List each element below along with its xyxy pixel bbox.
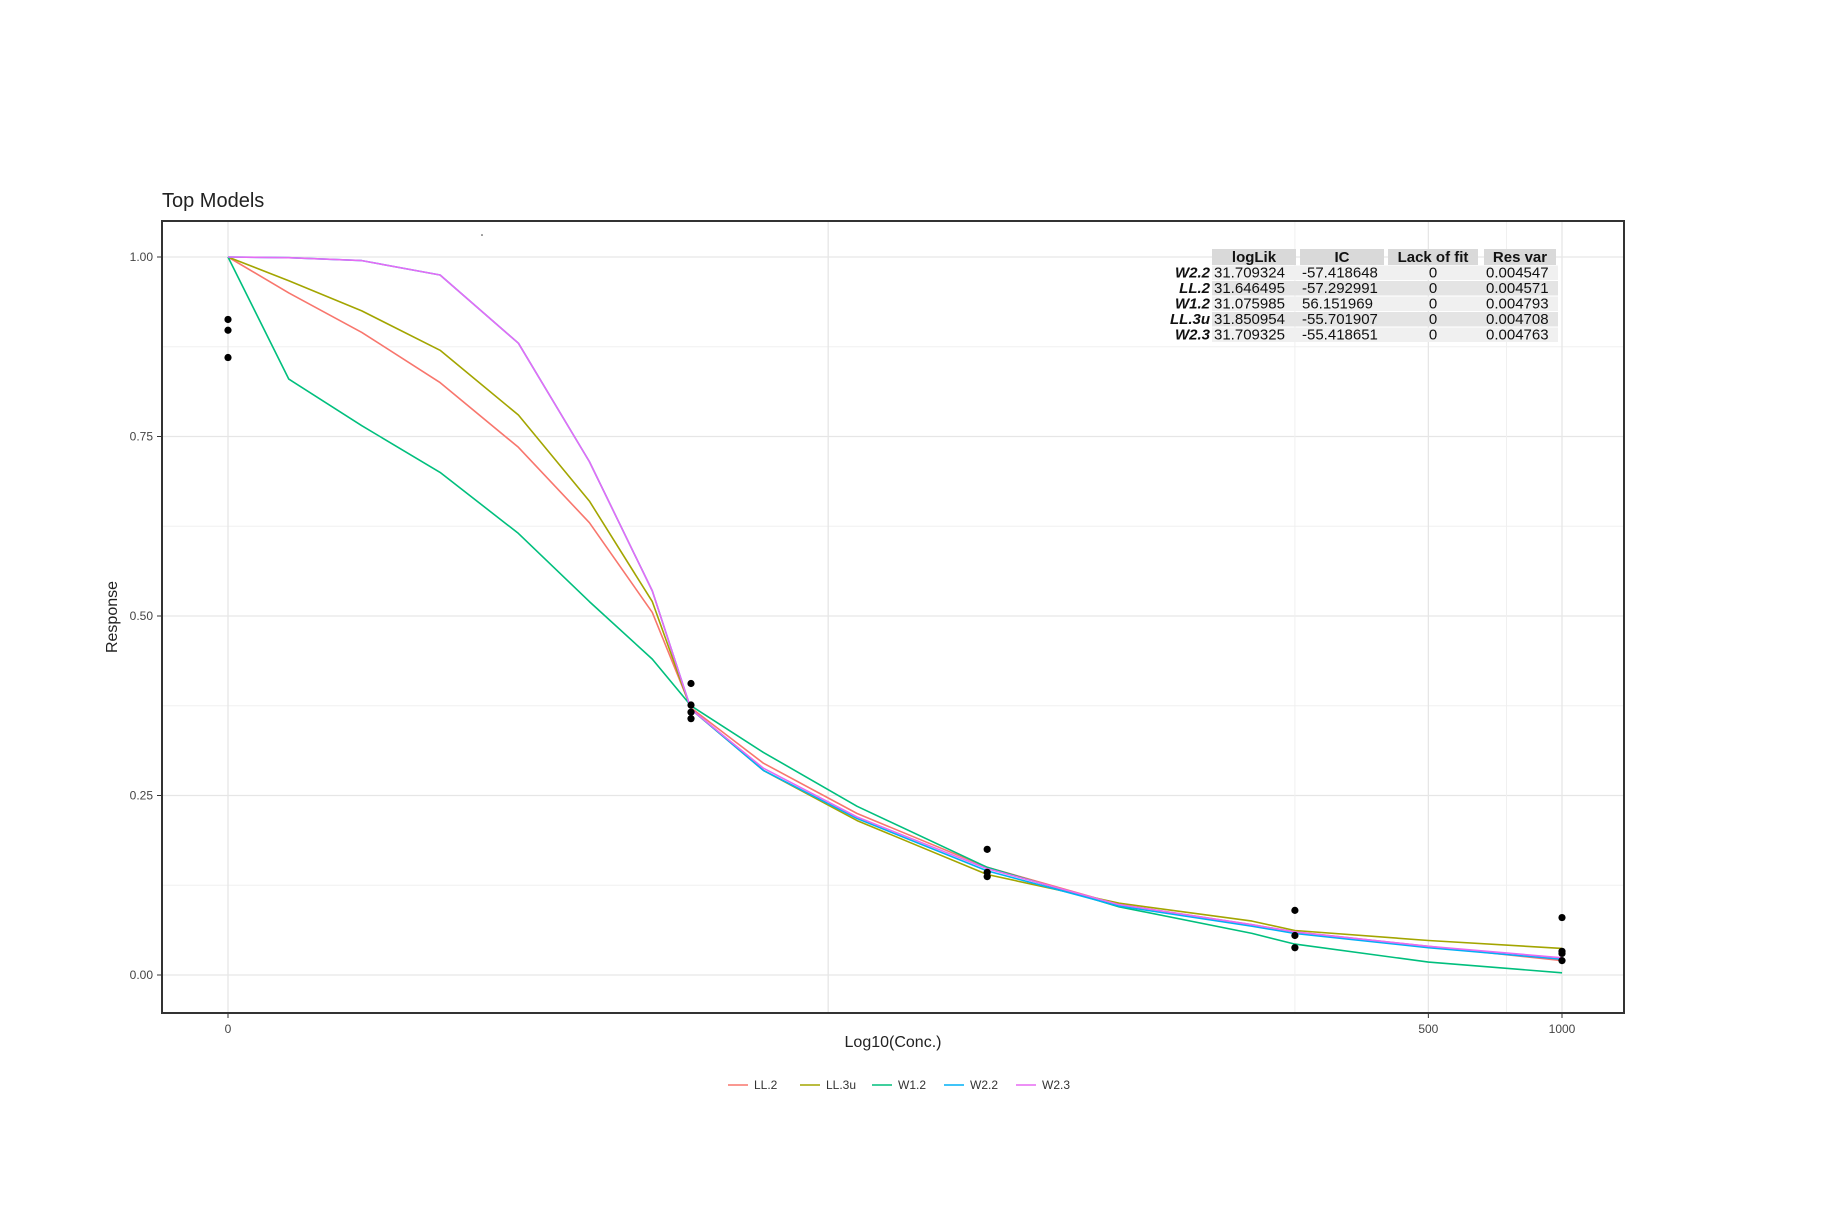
gridlines xyxy=(162,221,1624,1013)
table-header: IC xyxy=(1335,249,1350,266)
table-row-label: W1.2 xyxy=(1175,296,1211,313)
table-cell: -57.418648 xyxy=(1302,265,1378,282)
table-row-label: LL.3u xyxy=(1170,311,1210,328)
data-point xyxy=(1291,931,1299,940)
table-cell: 0.004708 xyxy=(1486,311,1549,328)
data-point xyxy=(687,679,695,688)
observed-points xyxy=(224,315,1566,965)
legend-label: LL.3u xyxy=(826,1078,856,1092)
table-cell: 0.004571 xyxy=(1486,280,1549,297)
table-cell: 0.004793 xyxy=(1486,296,1549,313)
table-cell: -55.418651 xyxy=(1302,327,1378,344)
table-header-bg xyxy=(1300,249,1384,265)
table-cell: 31.709325 xyxy=(1214,327,1285,344)
table-cell: 31.850954 xyxy=(1214,311,1285,328)
y-axis-ticks: 0.00 0.25 0.50 0.75 1.00 xyxy=(130,250,162,982)
legend-label: W2.3 xyxy=(1042,1078,1070,1092)
table-header: Lack of fit xyxy=(1398,249,1469,266)
x-tick-label: 0 xyxy=(225,1022,232,1036)
table-cell: -57.292991 xyxy=(1302,280,1378,297)
panel-background xyxy=(162,221,1624,1013)
table-row-bg xyxy=(1212,327,1558,342)
table-header: logLik xyxy=(1232,249,1277,266)
y-tick-label: 0.75 xyxy=(130,430,154,444)
table-cell: 31.646495 xyxy=(1214,280,1285,297)
panel-border xyxy=(161,220,1625,1014)
data-point xyxy=(983,873,991,881)
table-row-bg xyxy=(1212,265,1558,280)
table-row-bg xyxy=(1212,281,1558,296)
data-point xyxy=(687,701,695,709)
table-row-label: W2.2 xyxy=(1175,265,1211,282)
legend-label: W1.2 xyxy=(898,1078,926,1092)
plot-panel xyxy=(161,220,1625,1014)
table-cell: 0.004547 xyxy=(1486,265,1549,282)
model-curves xyxy=(227,256,1563,974)
table-cell: 0 xyxy=(1429,280,1437,297)
table-cell: -55.701907 xyxy=(1302,311,1378,328)
table-cell: 56.151969 xyxy=(1302,296,1373,313)
table-header-bg xyxy=(1388,249,1478,265)
data-point xyxy=(1558,949,1566,958)
table-cell: 31.075985 xyxy=(1214,296,1285,313)
table-row-bg xyxy=(1212,312,1558,327)
x-axis-ticks: 0 500 1000 xyxy=(225,1013,1576,1036)
x-tick-label: 1000 xyxy=(1549,1022,1576,1036)
y-axis-title: Response xyxy=(104,581,121,653)
table-header-bg xyxy=(1484,249,1556,265)
legend-label: W2.2 xyxy=(970,1078,998,1092)
table-header-bg xyxy=(1212,249,1296,265)
chart-title: Top Models xyxy=(162,190,264,212)
table-cell: 0 xyxy=(1429,265,1437,282)
table-cell: 0.004763 xyxy=(1486,327,1549,344)
data-point xyxy=(224,326,232,334)
table-header: Res var xyxy=(1493,249,1547,266)
y-tick-label: 1.00 xyxy=(130,250,154,264)
data-point xyxy=(1558,957,1566,965)
legend: LL.2 LL.3u W1.2 W2.2 W2.3 xyxy=(728,1078,1070,1092)
data-point xyxy=(983,845,991,853)
data-point xyxy=(224,315,232,324)
curve-w2-3 xyxy=(227,256,1563,959)
table-row-label: W2.3 xyxy=(1175,327,1211,344)
y-tick-label: 0.25 xyxy=(130,789,154,803)
y-tick-label: 0.50 xyxy=(130,609,154,623)
legend-label: LL.2 xyxy=(754,1078,778,1092)
data-point xyxy=(1291,906,1299,914)
data-point xyxy=(687,715,695,723)
data-point xyxy=(224,353,232,362)
data-point xyxy=(1291,944,1299,952)
data-point xyxy=(687,708,695,716)
table-row-label: LL.2 xyxy=(1179,280,1210,297)
curve-w1-2 xyxy=(227,256,1563,974)
x-axis-title: Log10(Conc.) xyxy=(845,1034,942,1051)
x-tick-label: 500 xyxy=(1418,1022,1438,1036)
table-cell: 0 xyxy=(1429,327,1437,344)
table-cell: 0 xyxy=(1429,296,1437,313)
table-cell: 0 xyxy=(1429,311,1437,328)
y-tick-label: 0.00 xyxy=(130,968,154,982)
table-row-bg xyxy=(1212,296,1558,311)
table-cell: 31.709324 xyxy=(1214,265,1285,282)
stray-dot xyxy=(481,234,483,236)
data-point xyxy=(1558,913,1566,922)
